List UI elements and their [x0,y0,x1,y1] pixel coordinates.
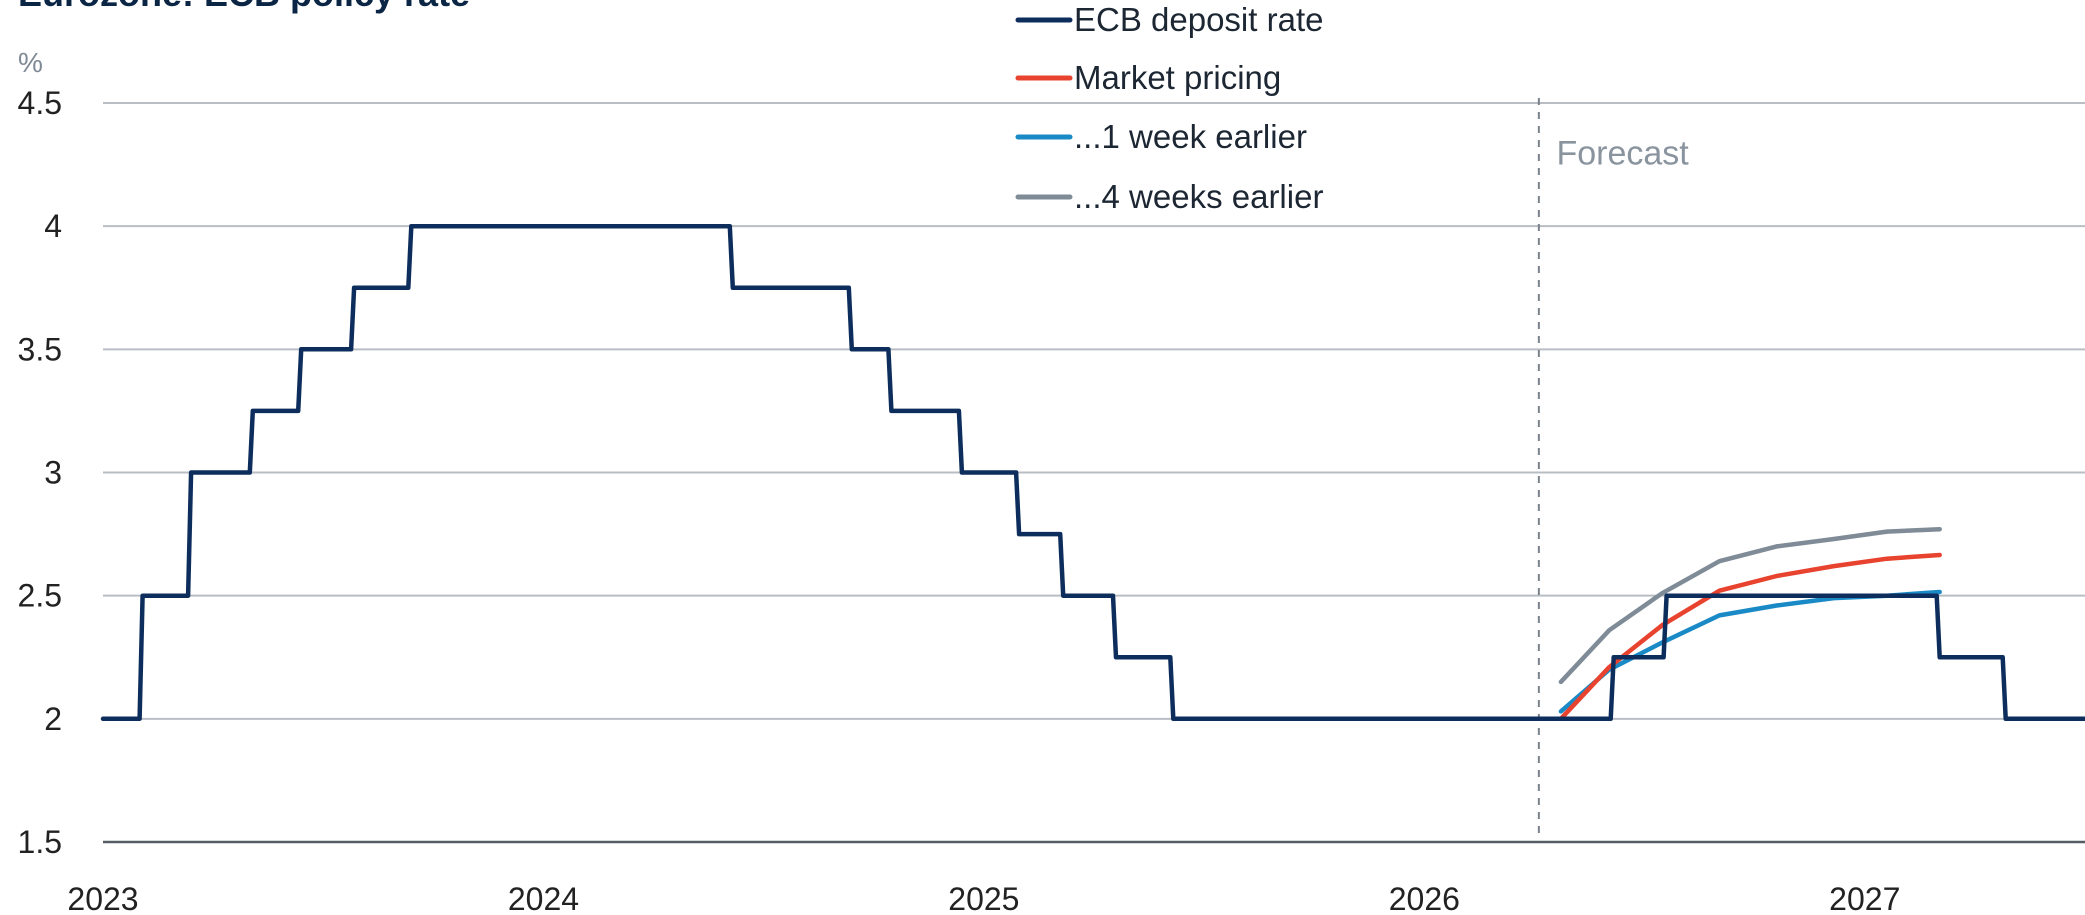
series-line-2 [1558,589,1942,714]
y-tick-label: 4.5 [18,85,62,121]
series-line-1 [1558,552,1942,722]
legend-label-2: ...1 week earlier [1074,118,1307,155]
series-layer [100,223,2085,722]
x-tick-label: 2024 [508,881,579,915]
forecast-divider: Forecast [1537,98,1689,838]
series-line-3 [1558,526,1942,685]
y-tick-label: 1.5 [18,824,62,860]
y-tick-label: 4 [44,208,62,244]
x-axis: 2023 2024 2025 2026 2027 [67,881,1900,915]
legend: ECB deposit rate Market pricing ...1 week … [1015,1,1323,215]
y-axis-unit-label: % [18,47,43,78]
chart-title: Eurozone: ECB policy rate [18,0,470,14]
x-tick-label: 2025 [948,881,1019,915]
y-tick-label: 2 [44,701,62,737]
legend-label-1: Market pricing [1074,59,1281,96]
y-axis: 1.5 2 2.5 3 3.5 4 4.5 [18,85,62,860]
forecast-label: Forecast [1556,134,1689,172]
series-line-0 [100,223,2085,722]
x-tick-label: 2023 [67,881,138,915]
x-tick-label: 2027 [1829,881,1900,915]
y-tick-label: 2.5 [18,578,62,614]
legend-label-0: ECB deposit rate [1074,1,1323,38]
y-tick-label: 3 [44,455,62,491]
y-tick-label: 3.5 [18,331,62,367]
x-tick-label: 2026 [1389,881,1460,915]
legend-label-3: ...4 weeks earlier [1074,178,1323,215]
